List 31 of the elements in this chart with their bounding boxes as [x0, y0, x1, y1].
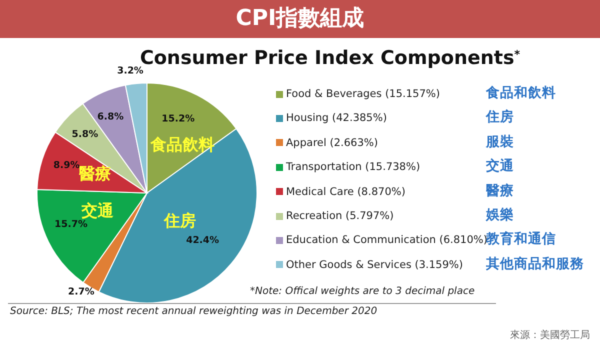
- text: 醫療: [486, 182, 514, 199]
- legend-label: Education & Communication (6.810%): [285, 234, 488, 246]
- text: 娛樂: [486, 206, 514, 224]
- legend-label: Medical Care (8.870%): [285, 186, 406, 198]
- legend-label: Apparel (2.663%): [285, 136, 378, 149]
- legend-label: Other Goods & Services (3.159%): [285, 258, 463, 271]
- legend-label: Transportation (15.738%): [285, 161, 420, 174]
- text: 服裝: [486, 132, 514, 151]
- data-label: 5.8%: [72, 129, 99, 140]
- data-label: 2.7%: [68, 286, 95, 298]
- data-label: 42.4%: [186, 235, 220, 246]
- text: 住房: [486, 109, 514, 126]
- text: 食品飲料: [150, 134, 215, 154]
- source-note: Source: BLS; The most recent annual reweighting was in December 2020: [10, 306, 378, 317]
- text: 其他商品和服務: [486, 254, 584, 273]
- text: 醫療: [78, 164, 111, 183]
- text: 住房: [162, 210, 196, 230]
- legend-label: Recreation (5.797%): [285, 210, 394, 222]
- chart-title: CPI指數組成: [0, 0, 600, 38]
- text: 來源：美國勞工局: [510, 328, 590, 342]
- text: *Note: Offical weights are to 3 decimal place: [250, 286, 475, 297]
- data-label: 8.9%: [53, 160, 80, 171]
- text: 交通: [486, 158, 514, 174]
- text: 教育和通信: [486, 230, 556, 248]
- data-label: 6.8%: [97, 111, 124, 122]
- text: 食品和飲料: [486, 84, 556, 102]
- legend-label: Housing (42.385%): [285, 112, 387, 124]
- legend-label: Food & Beverages (15.157%): [285, 88, 440, 100]
- text: 交通: [80, 200, 115, 220]
- data-label: 15.7%: [54, 219, 88, 230]
- data-label: 15.2%: [162, 114, 196, 125]
